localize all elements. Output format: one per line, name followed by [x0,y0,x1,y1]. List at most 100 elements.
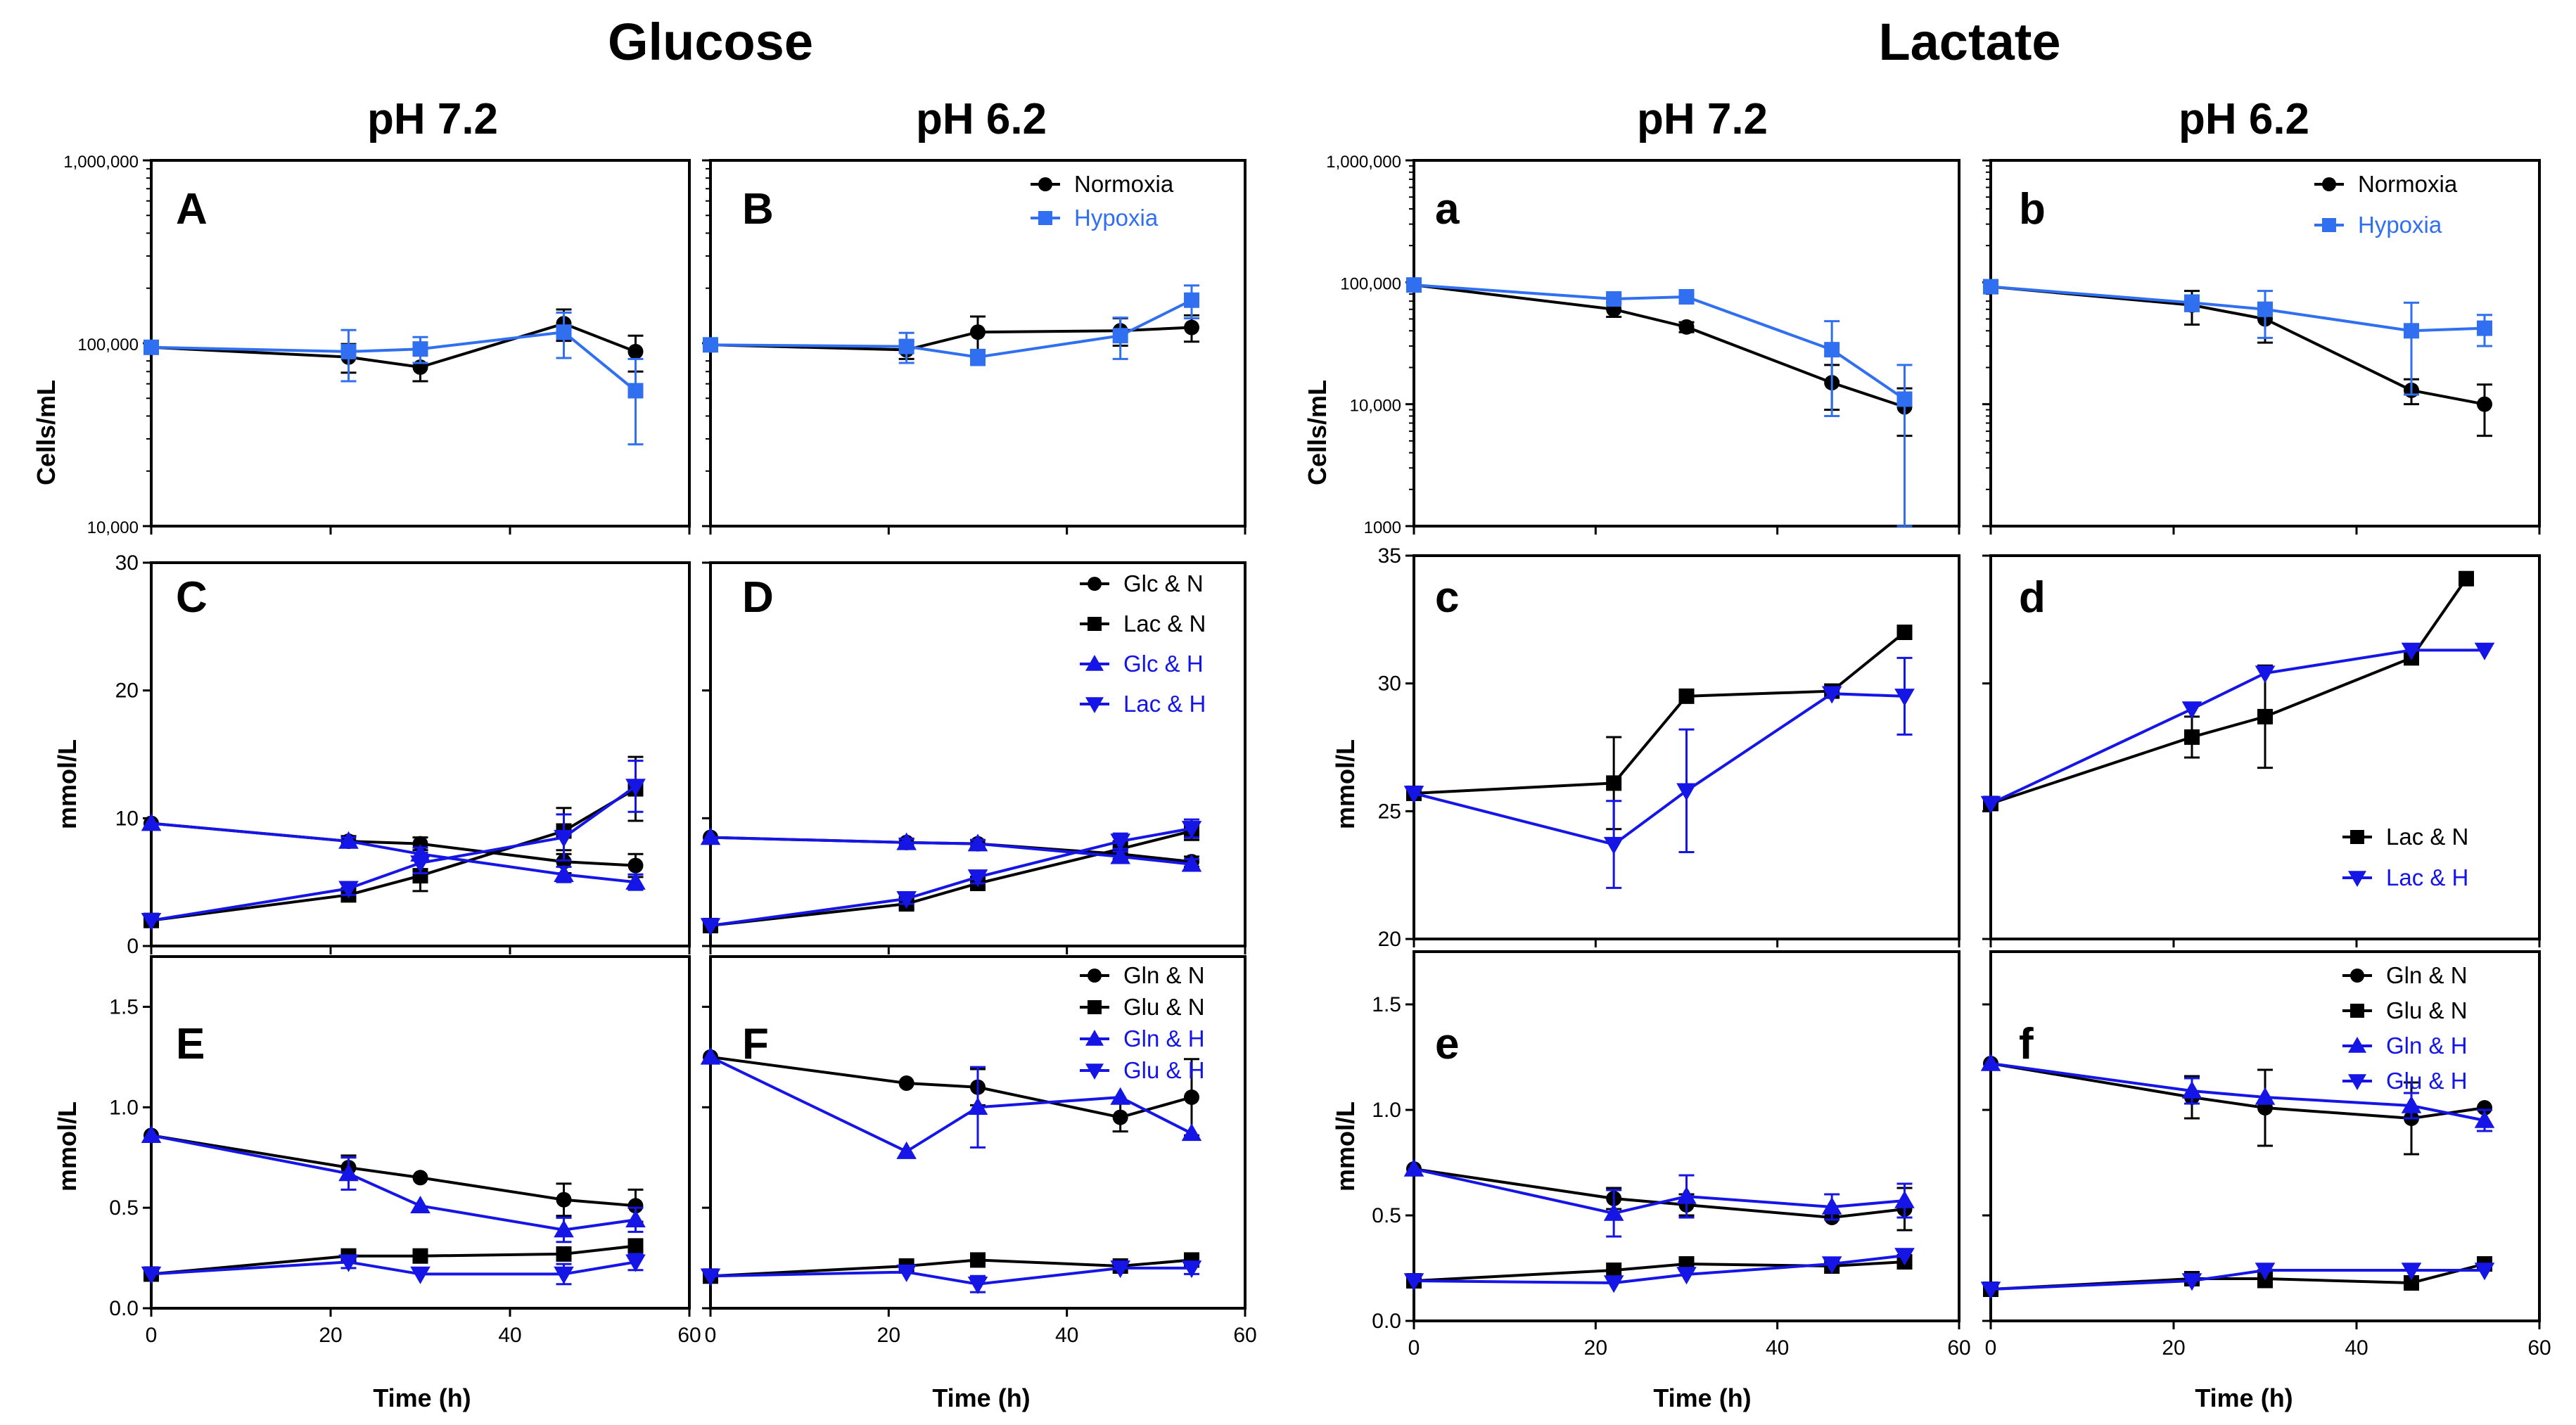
data-point [2459,570,2474,587]
y-tick-label: 25 [1378,800,1401,823]
legend-marker [1088,577,1102,591]
legend-marker [2348,871,2366,887]
data-point [896,832,917,850]
data-point [627,343,644,359]
y-tick-label: 30 [115,551,139,575]
series-lac-h [700,818,1202,936]
data-point [2477,1100,2492,1116]
data-point [1821,1196,1842,1215]
legend-marker [2348,1074,2366,1090]
data-point [1110,833,1130,852]
xlabel-f: Time (h) [2195,1384,2293,1412]
data-point [141,1125,162,1144]
legend-label: Normoxia [2358,171,2458,197]
legend-marker [2322,177,2336,191]
data-point [703,337,718,353]
data-point [1824,342,1840,358]
legend-marker [1085,1030,1104,1046]
data-point [627,1198,644,1214]
x-tick-label: 60 [1947,1336,1970,1360]
panel-letter-E: E [176,1020,205,1068]
x-tick-label: 20 [877,1324,900,1347]
data-point [410,1266,431,1284]
data-point [1110,846,1130,864]
data-point [338,1254,359,1272]
panel-a: 1000 10,000 100,000 1,000,000 [1326,153,1960,537]
legend-label: Glu & N [1123,994,1205,1020]
y-tick-label: 100,000 [77,336,139,354]
data-point [410,855,431,874]
legend-marker [2350,1004,2364,1018]
x-tick-label: 0 [146,1324,158,1347]
x-tick-label: 40 [1766,1336,1789,1360]
data-point [2181,1273,2202,1291]
data-point [1181,1123,1202,1142]
plot-frame [1989,554,2541,940]
data-point [556,854,572,870]
data-point [627,383,644,399]
data-point [554,864,574,882]
panel-letter-c: c [1435,573,1459,622]
data-point [627,1238,644,1254]
data-point [896,891,917,909]
data-point [1896,625,1913,640]
data-point [2404,323,2419,339]
legend: Normoxia Hypoxia [1031,171,1174,231]
data-point [1184,1089,1199,1105]
panel-E: 0.0 0.5 1.0 1.5 0 20 40 60 [109,955,701,1347]
data-point [2404,1275,2419,1291]
data-point [141,912,162,931]
data-point [1980,795,2001,814]
panel-letter-e: e [1435,1020,1459,1068]
series-line [1413,692,1905,846]
panel-letter-B: B [742,185,774,234]
panel-A: 10,000 100,000 1,000,000 [63,153,691,537]
plot-frame [1989,950,2541,1322]
data-point [625,779,646,797]
legend-label: Hypoxia [1074,205,1159,231]
panel-f: 0 20 40 60 Gln & N Glu & N Gln & H Glu & H [1980,950,2551,1360]
data-point [700,1047,721,1065]
data-point [625,1209,646,1228]
data-point [141,1266,162,1284]
y-tick-label: 10 [115,807,139,830]
col-title-lactate-ph72: pH 7.2 [1637,95,1768,143]
legend-label: Gln & H [1123,1025,1205,1052]
series-lac-n [1983,570,2474,812]
data-point [2474,1263,2495,1281]
series-lac-h [141,760,646,931]
data-point [1181,854,1202,872]
series-gln-h [700,1047,1202,1159]
legend-label: Lac & H [1123,691,1206,717]
data-point [1606,1263,1622,1278]
legend-label: Hypoxia [2358,212,2442,238]
plot-frame [709,955,1246,1310]
legend-label: Normoxia [1074,171,1174,197]
series-gln-h [1980,1053,2495,1132]
data-point [898,338,914,354]
data-point [1821,686,1842,704]
y-tick-label: 0.5 [1372,1204,1401,1227]
x-tick-label: 40 [498,1324,521,1347]
legend: Lac & N Lac & H [2342,824,2468,890]
panel-c: 20 25 30 35 Lac & N Lac & H [1378,544,2469,951]
data-point [2181,701,2202,720]
data-point [340,343,357,359]
legend-marker [1088,969,1102,983]
y-tick-label: 1.0 [1372,1099,1401,1122]
x-tick-label: 40 [1055,1324,1078,1347]
series-hypoxia [703,284,1199,366]
data-point [1184,292,1199,308]
data-point [410,1195,431,1214]
col-title-glucose-ph62: pH 6.2 [916,95,1047,143]
y-tick-label: 35 [1378,544,1401,568]
data-point [967,869,988,888]
series-gln-n [144,1127,644,1223]
legend-marker [2322,218,2336,232]
data-point [1606,775,1622,791]
legend-label: Gln & H [2386,1033,2468,1059]
data-point [338,1163,359,1182]
data-point [1983,279,1998,295]
data-point [2255,1087,2276,1105]
y-tick-label: 10,000 [87,518,139,537]
